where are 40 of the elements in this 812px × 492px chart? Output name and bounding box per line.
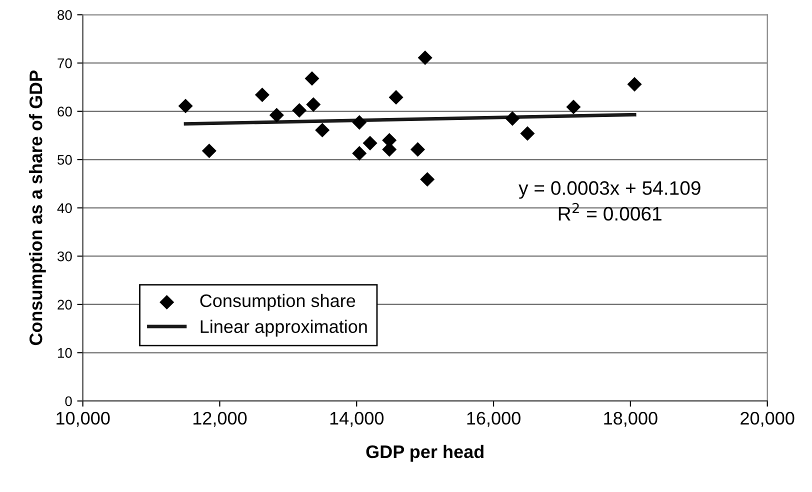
point	[315, 122, 330, 138]
point	[269, 108, 284, 122]
point	[410, 142, 426, 157]
x-tick-label: 10,000	[56, 412, 110, 427]
point	[292, 103, 307, 118]
x-tick-label: 18,000	[604, 412, 658, 427]
x-tick-label: 14,000	[330, 412, 384, 427]
point	[418, 50, 432, 66]
annotation: y = 0.0003x + 54.109	[518, 181, 700, 199]
point	[520, 126, 535, 141]
y-tick-label: 40	[57, 203, 72, 214]
legend-label: Consumption share	[200, 294, 356, 311]
y-tick-label: 70	[58, 58, 72, 68]
point	[306, 97, 321, 112]
point	[362, 136, 378, 150]
point	[566, 100, 581, 114]
y-tick-label: 60	[58, 106, 72, 116]
point	[420, 172, 435, 187]
point	[202, 144, 216, 158]
x-tick-label: 16,000	[467, 412, 520, 427]
y-tick-label: 10	[58, 348, 72, 358]
point	[352, 146, 367, 161]
y-tick-label: 80	[58, 10, 72, 20]
point	[388, 90, 404, 105]
point	[505, 111, 520, 126]
legend-label: Linear approximation	[200, 320, 367, 337]
y-tick-label: 30	[57, 251, 72, 262]
point	[254, 88, 270, 102]
point	[627, 76, 642, 92]
point	[304, 71, 320, 86]
x-tick-label: 20,000	[740, 412, 794, 427]
point	[178, 98, 193, 114]
y-tick-label: 0	[65, 396, 72, 406]
x-tick-label: 12,000	[193, 412, 247, 427]
y-axis-title: Consumption as a share of GDP	[29, 70, 46, 346]
y-tick-label: 20	[58, 300, 72, 310]
annotation: R$^{2}$ = 0.0061	[558, 202, 662, 221]
x-axis-title: GDP per head	[366, 444, 484, 462]
point	[352, 115, 367, 130]
y-tick-label: 50	[58, 154, 72, 165]
